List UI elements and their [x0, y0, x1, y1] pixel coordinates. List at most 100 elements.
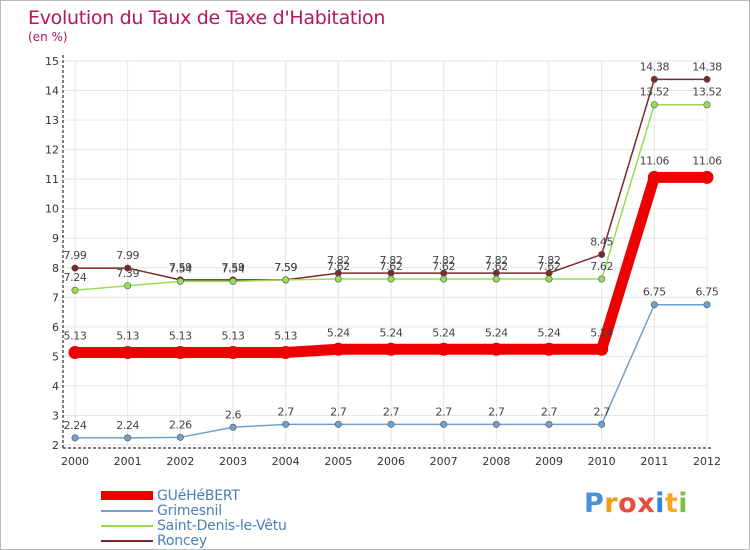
data-label: 5.13 — [274, 330, 297, 343]
data-point — [437, 342, 451, 356]
data-point — [124, 264, 132, 272]
logo-letter: t — [664, 488, 679, 519]
chart-title: Evolution du Taux de Taxe d'Habitation — [28, 7, 386, 29]
data-label: 2.7 — [330, 405, 347, 418]
data-label: 7.59 — [274, 261, 297, 274]
data-label: 7.82 — [380, 254, 403, 267]
x-tick-label: 2002 — [166, 455, 194, 468]
data-label: 5.13 — [222, 330, 245, 343]
data-label: 7.62 — [432, 260, 455, 273]
data-point — [650, 301, 658, 309]
data-label: 7.59 — [274, 261, 297, 274]
data-point — [387, 420, 395, 428]
legend-swatch — [101, 509, 153, 512]
x-tick-label: 2005 — [324, 455, 352, 468]
y-tick-label: 3 — [52, 409, 59, 422]
y-tick-label: 4 — [52, 380, 59, 393]
data-label: 7.82 — [485, 254, 508, 267]
data-point — [331, 342, 345, 356]
data-point — [226, 346, 240, 360]
data-point — [703, 101, 711, 109]
data-label: 6.75 — [696, 286, 719, 299]
data-label: 2.26 — [169, 418, 192, 431]
data-label: 2.24 — [116, 419, 139, 432]
legend-item: Saint-Denis-le-Vêtu — [101, 518, 287, 534]
legend-swatch — [101, 539, 153, 542]
data-label: 7.99 — [116, 249, 139, 262]
chart-legend: GUéHéBERT Grimesnil Saint-Denis-le-Vêtu Ron… — [101, 487, 287, 549]
data-point — [282, 276, 290, 284]
y-tick-label: 10 — [45, 203, 59, 216]
data-label: 5.24 — [590, 326, 613, 339]
data-point — [545, 275, 553, 283]
data-point — [334, 420, 342, 428]
data-point — [703, 301, 711, 309]
data-point — [121, 346, 135, 360]
data-label: 7.62 — [538, 260, 561, 273]
data-point — [384, 342, 398, 356]
y-tick-label: 5 — [52, 350, 59, 363]
legend-item: Roncey — [101, 532, 287, 549]
data-label: 7.62 — [380, 260, 403, 273]
data-label: 7.54 — [222, 262, 245, 275]
data-label: 5.24 — [380, 326, 403, 339]
data-point — [440, 275, 448, 283]
data-point — [647, 170, 661, 184]
x-tick-label: 2006 — [377, 455, 405, 468]
data-label: 5.24 — [432, 326, 455, 339]
logo-letter: i — [655, 488, 665, 519]
x-tick-label: 2009 — [535, 455, 563, 468]
logo-letter: i — [678, 488, 689, 519]
logo-letter: o — [618, 488, 638, 519]
data-label: 5.24 — [485, 326, 508, 339]
x-tick-label: 2001 — [114, 455, 142, 468]
data-point — [124, 282, 132, 290]
data-label: 7.54 — [169, 262, 192, 275]
data-label: 7.82 — [327, 254, 350, 267]
data-label: 2.7 — [488, 405, 505, 418]
data-label: 13.52 — [640, 86, 670, 99]
data-label: 5.24 — [327, 326, 350, 339]
data-point — [598, 250, 606, 258]
data-label: 13.52 — [692, 86, 722, 99]
data-label: 7.82 — [432, 254, 455, 267]
data-point — [71, 286, 79, 294]
data-label: 7.62 — [590, 260, 613, 273]
legend-label: Grimesnil — [157, 502, 222, 519]
data-point — [71, 264, 79, 272]
data-label: 7.82 — [538, 254, 561, 267]
data-point — [173, 346, 187, 360]
data-point — [489, 342, 503, 356]
data-point — [334, 275, 342, 283]
y-tick-label: 14 — [45, 85, 59, 98]
x-tick-label: 2011 — [640, 455, 668, 468]
legend-label: GUéHéBERT — [157, 487, 240, 504]
data-point — [492, 420, 500, 428]
data-label: 2.7 — [594, 405, 611, 418]
y-tick-label: 8 — [52, 262, 59, 275]
data-point — [229, 277, 237, 285]
legend-label: Roncey — [157, 532, 207, 549]
x-tick-label: 2012 — [693, 455, 721, 468]
logo-letter: r — [604, 488, 619, 519]
data-label: 2.7 — [383, 405, 400, 418]
legend-swatch — [101, 524, 153, 527]
x-tick-label: 2008 — [482, 455, 510, 468]
data-point — [387, 275, 395, 283]
data-label: 7.62 — [327, 260, 350, 273]
data-label: 7.99 — [64, 249, 87, 262]
data-point — [176, 433, 184, 441]
data-point — [279, 346, 293, 360]
data-label: 2.6 — [225, 408, 242, 421]
data-label: 2.7 — [541, 405, 558, 418]
data-point — [229, 423, 237, 431]
data-label: 8.45 — [590, 235, 613, 248]
data-label: 2.24 — [64, 419, 87, 432]
logo-letter: P — [584, 488, 605, 519]
data-label: 11.06 — [640, 154, 670, 167]
data-point — [595, 342, 609, 356]
data-point — [282, 420, 290, 428]
proxiti-logo: Proxiti — [584, 488, 688, 519]
logo-letter: x — [637, 488, 656, 519]
